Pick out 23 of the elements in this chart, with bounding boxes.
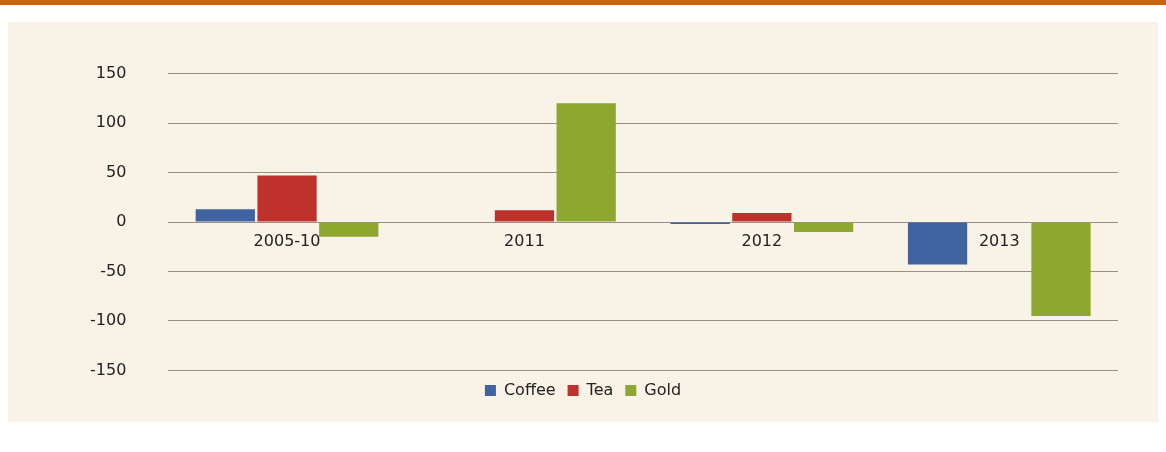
y-tick-label: 50 bbox=[105, 161, 127, 181]
y-tick-label: 100 bbox=[95, 112, 127, 132]
bar bbox=[1031, 222, 1091, 316]
y-tick-label: -100 bbox=[90, 310, 127, 330]
bar bbox=[907, 222, 968, 265]
bar bbox=[257, 175, 317, 222]
y-tick-label: -150 bbox=[90, 359, 127, 379]
legend-label: Gold bbox=[644, 379, 682, 399]
legend-label: Coffee bbox=[503, 379, 556, 399]
x-tick-label: 2012 bbox=[741, 230, 783, 250]
y-tick-label: 0 bbox=[116, 211, 127, 231]
bar bbox=[793, 222, 854, 232]
bar bbox=[732, 213, 792, 222]
bar bbox=[319, 222, 379, 237]
legend-label: Tea bbox=[585, 379, 614, 399]
bar bbox=[195, 209, 255, 222]
y-tick-label: 150 bbox=[95, 62, 127, 82]
y-tick-label: -50 bbox=[100, 260, 127, 280]
bar bbox=[556, 103, 616, 222]
x-tick-label: 2013 bbox=[978, 230, 1020, 250]
x-tick-label: 2011 bbox=[504, 230, 545, 250]
bar bbox=[494, 210, 555, 222]
x-tick-label: 2005-10 bbox=[253, 230, 321, 250]
